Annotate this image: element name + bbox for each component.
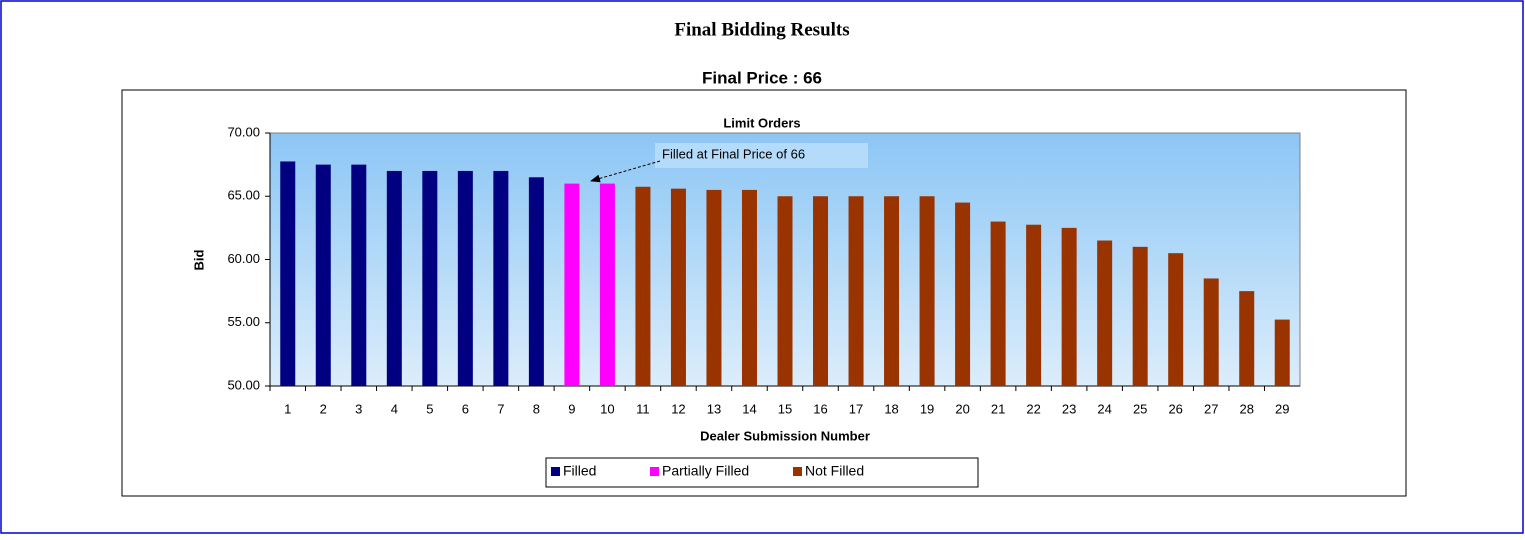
x-tick-label: 15 — [778, 401, 792, 416]
bar — [635, 186, 651, 386]
bar — [741, 189, 757, 386]
bar — [1026, 224, 1042, 386]
bar — [564, 183, 580, 386]
chart-subtitle: Limit Orders — [723, 115, 800, 130]
y-tick-label: 50.00 — [227, 377, 260, 392]
x-tick-label: 14 — [742, 401, 756, 416]
x-tick-label: 16 — [813, 401, 827, 416]
x-tick-label: 27 — [1204, 401, 1218, 416]
x-tick-label: 21 — [991, 401, 1005, 416]
x-tick-label: 28 — [1239, 401, 1253, 416]
bar — [1239, 291, 1255, 386]
bar — [919, 196, 935, 386]
bar — [1274, 319, 1290, 386]
x-tick-label: 19 — [920, 401, 934, 416]
bar — [422, 170, 438, 386]
y-tick-label: 60.00 — [227, 251, 260, 266]
bar — [315, 164, 331, 386]
bar — [1132, 246, 1148, 386]
bar — [1097, 240, 1113, 386]
y-tick-label: 70.00 — [227, 124, 260, 139]
legend-label: Filled — [563, 463, 596, 479]
bar — [670, 188, 686, 386]
bar — [386, 170, 402, 386]
x-tick-label: 6 — [462, 401, 469, 416]
x-tick-label: 4 — [391, 401, 398, 416]
bar — [955, 202, 971, 386]
y-tick-label: 55.00 — [227, 314, 260, 329]
legend — [545, 457, 979, 488]
x-tick-label: 7 — [497, 401, 504, 416]
annotation-box — [655, 143, 868, 168]
x-tick-label: 13 — [707, 401, 721, 416]
legend-label: Not Filled — [805, 463, 864, 479]
x-tick-label: 9 — [568, 401, 575, 416]
legend-swatch — [650, 467, 659, 476]
x-tick-label: 17 — [849, 401, 863, 416]
bar — [1061, 227, 1077, 386]
x-axis-title: Dealer Submission Number — [700, 428, 870, 443]
x-tick-label: 18 — [884, 401, 898, 416]
bar — [884, 196, 900, 386]
bar — [493, 170, 509, 386]
bar — [1168, 253, 1184, 386]
x-tick-label: 12 — [671, 401, 685, 416]
x-tick-label: 3 — [355, 401, 362, 416]
x-tick-label: 24 — [1097, 401, 1111, 416]
bar — [280, 161, 296, 386]
x-tick-label: 22 — [1026, 401, 1040, 416]
x-tick-label: 5 — [426, 401, 433, 416]
legend-swatch — [793, 467, 802, 476]
bar — [1203, 278, 1219, 386]
x-tick-label: 8 — [533, 401, 540, 416]
x-tick-label: 29 — [1275, 401, 1289, 416]
x-tick-label: 10 — [600, 401, 614, 416]
x-tick-label: 26 — [1168, 401, 1182, 416]
bar — [528, 177, 544, 386]
x-tick-label: 20 — [955, 401, 969, 416]
bar — [599, 183, 615, 386]
y-axis-title: Bid — [191, 249, 206, 270]
legend-swatch — [551, 467, 560, 476]
annotation: Filled at Final Price of 66 — [662, 146, 805, 161]
chart-title: Final Price : 66 — [702, 68, 822, 87]
bar — [351, 164, 367, 386]
y-tick-label: 65.00 — [227, 188, 260, 203]
x-tick-label: 2 — [320, 401, 327, 416]
legend-label: Partially Filled — [662, 463, 749, 479]
x-tick-label: 23 — [1062, 401, 1076, 416]
bar — [777, 196, 793, 386]
bar — [990, 221, 1006, 386]
bar — [706, 189, 722, 386]
bar — [813, 196, 829, 386]
annotation-arrow — [590, 160, 661, 183]
x-tick-label: 11 — [636, 401, 650, 416]
page-title: Final Bidding Results — [674, 19, 849, 40]
bar — [457, 170, 473, 386]
x-tick-label: 25 — [1133, 401, 1147, 416]
bar — [848, 196, 864, 386]
x-tick-label: 1 — [284, 401, 291, 416]
